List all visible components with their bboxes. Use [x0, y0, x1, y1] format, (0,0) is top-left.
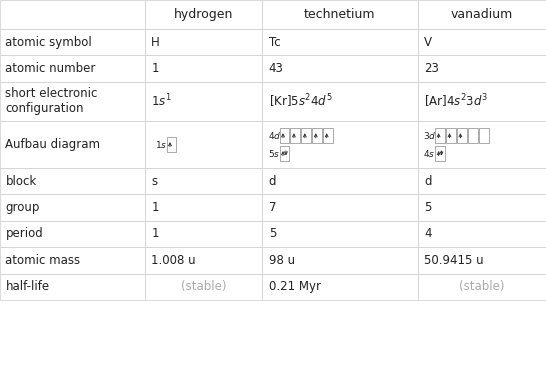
Bar	[262, 247, 418, 274]
Bar	[262, 221, 418, 247]
Text: 0.21 Myr: 0.21 Myr	[269, 280, 321, 293]
Bar	[262, 274, 418, 300]
Text: H: H	[151, 36, 160, 49]
Bar	[418, 274, 546, 300]
Text: $4d$: $4d$	[268, 130, 281, 141]
Bar	[418, 82, 546, 121]
Text: d: d	[269, 175, 276, 188]
Bar	[145, 247, 262, 274]
Bar	[262, 168, 418, 194]
Text: $3d$: $3d$	[423, 130, 437, 141]
Bar	[435, 128, 445, 143]
Bar	[262, 82, 418, 121]
Text: $1s^{1}$: $1s^{1}$	[151, 93, 172, 109]
Bar	[468, 128, 478, 143]
Text: 1: 1	[151, 62, 159, 75]
Bar	[145, 194, 262, 221]
Text: 5: 5	[424, 201, 432, 214]
Bar	[418, 55, 546, 82]
Bar	[301, 128, 311, 143]
Bar	[418, 194, 546, 221]
Text: s: s	[151, 175, 157, 188]
Bar	[262, 29, 418, 55]
Bar	[145, 221, 262, 247]
Bar	[262, 194, 418, 221]
Bar	[418, 168, 546, 194]
Text: $[\mathrm{Kr}]5s^{2}4d^{5}$: $[\mathrm{Kr}]5s^{2}4d^{5}$	[269, 92, 333, 110]
Text: (stable): (stable)	[459, 280, 505, 293]
Bar	[0, 221, 145, 247]
Text: $5s$: $5s$	[268, 148, 280, 159]
Bar	[479, 128, 489, 143]
Text: 98 u: 98 u	[269, 254, 295, 267]
Bar	[145, 82, 262, 121]
Bar	[457, 128, 467, 143]
Bar	[0, 247, 145, 274]
Bar	[145, 168, 262, 194]
Bar	[446, 128, 456, 143]
Text: 1: 1	[151, 201, 159, 214]
Text: vanadium: vanadium	[450, 8, 513, 21]
Bar	[0, 194, 145, 221]
Text: short electronic
configuration: short electronic configuration	[5, 87, 98, 115]
Bar	[0, 55, 145, 82]
Text: 1: 1	[151, 227, 159, 241]
Text: $1s$: $1s$	[155, 139, 167, 150]
Text: 4: 4	[424, 227, 432, 241]
Bar	[418, 247, 546, 274]
Bar	[0, 121, 145, 168]
Bar	[262, 121, 418, 168]
Bar	[280, 128, 289, 143]
Bar	[0, 29, 145, 55]
Bar	[435, 146, 445, 161]
Bar	[312, 128, 322, 143]
Bar	[145, 0, 262, 29]
Text: atomic symbol: atomic symbol	[5, 36, 92, 49]
Text: group: group	[5, 201, 40, 214]
Text: V: V	[424, 36, 432, 49]
Text: 43: 43	[269, 62, 283, 75]
Text: (stable): (stable)	[181, 280, 226, 293]
Bar	[145, 274, 262, 300]
Bar	[0, 82, 145, 121]
Bar	[145, 29, 262, 55]
Text: block: block	[5, 175, 37, 188]
Bar	[418, 221, 546, 247]
Bar	[262, 55, 418, 82]
Bar	[290, 128, 300, 143]
Text: technetium: technetium	[304, 8, 376, 21]
Text: period: period	[5, 227, 43, 241]
Bar	[418, 29, 546, 55]
Bar	[262, 0, 418, 29]
Bar	[418, 121, 546, 168]
Text: hydrogen: hydrogen	[174, 8, 233, 21]
Text: $[\mathrm{Ar}]4s^{2}3d^{3}$: $[\mathrm{Ar}]4s^{2}3d^{3}$	[424, 92, 489, 110]
Text: d: d	[424, 175, 432, 188]
Text: 5: 5	[269, 227, 276, 241]
Bar	[0, 168, 145, 194]
Text: atomic mass: atomic mass	[5, 254, 81, 267]
Text: half-life: half-life	[5, 280, 50, 293]
Bar	[418, 0, 546, 29]
Text: 50.9415 u: 50.9415 u	[424, 254, 484, 267]
Text: 1.008 u: 1.008 u	[151, 254, 196, 267]
Bar	[0, 0, 145, 29]
Bar	[145, 121, 262, 168]
Bar	[323, 128, 333, 143]
Bar	[167, 137, 176, 152]
Text: Tc: Tc	[269, 36, 280, 49]
Text: 7: 7	[269, 201, 276, 214]
Text: 23: 23	[424, 62, 439, 75]
Text: Aufbau diagram: Aufbau diagram	[5, 138, 100, 151]
Text: atomic number: atomic number	[5, 62, 96, 75]
Bar	[280, 146, 289, 161]
Text: $4s$: $4s$	[423, 148, 435, 159]
Bar	[145, 55, 262, 82]
Bar	[0, 274, 145, 300]
